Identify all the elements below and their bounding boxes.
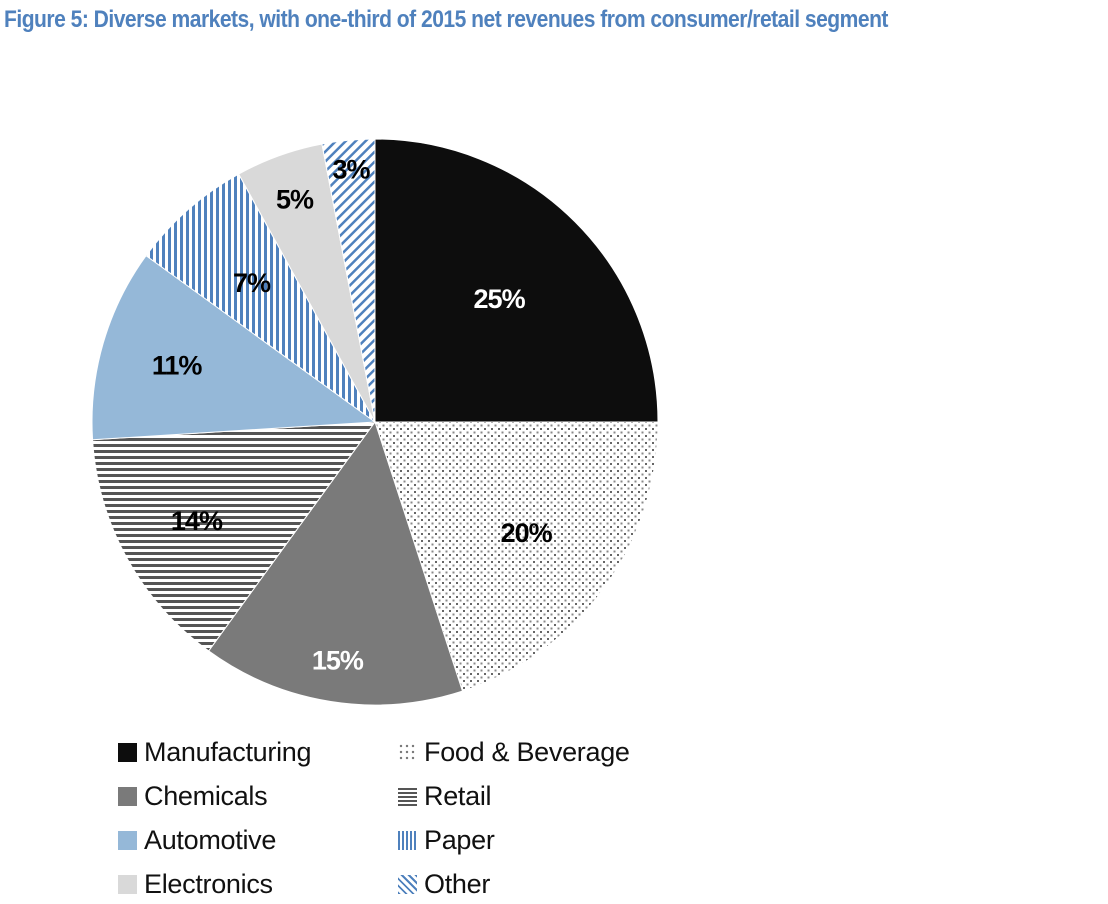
chart-title: Figure 5: Diverse markets, with one-thir… — [4, 6, 888, 33]
legend-item-automotive: Automotive — [118, 820, 276, 860]
legend-label: Electronics — [144, 868, 273, 899]
pie-slice-paper — [145, 173, 376, 423]
legend-label: Retail — [424, 780, 492, 811]
legend-item-food-and-beverage: Food & Beverage — [398, 732, 630, 772]
legend-label: Automotive — [144, 824, 277, 855]
pie-slice-manufacturing — [374, 138, 659, 423]
data-label-other: 3% — [333, 154, 371, 184]
legend-label: Chemicals — [144, 780, 268, 811]
legend-label: Other — [424, 868, 491, 899]
data-label-food-and-beverage: 20% — [501, 518, 553, 548]
legend-swatch-automotive — [118, 830, 137, 850]
data-label-automotive: 11% — [152, 350, 203, 380]
legend-item-retail: Retail — [398, 776, 492, 816]
legend-item-chemicals: Chemicals — [118, 776, 268, 816]
legend-item-manufacturing: Manufacturing — [118, 732, 312, 772]
data-label-retail: 14% — [171, 506, 223, 536]
data-label-manufacturing: 25% — [474, 284, 526, 314]
pie-slice-food-and-beverage — [374, 421, 659, 692]
pie-slice-other — [321, 138, 376, 423]
legend-label: Food & Beverage — [424, 736, 630, 767]
legend-swatch-paper — [398, 830, 417, 850]
data-label-paper: 7% — [233, 268, 271, 298]
pie-chart: 25% 20% 15% 14% 11% 7% 5% 3% — [91, 138, 659, 706]
legend-swatch-chemicals — [118, 786, 137, 806]
legend-item-paper: Paper — [398, 820, 495, 860]
legend-swatch-manufacturing — [118, 742, 137, 762]
legend-swatch-retail — [398, 786, 417, 806]
legend-item-other: Other — [398, 864, 490, 904]
legend-item-electronics: Electronics — [118, 864, 273, 904]
data-label-chemicals: 15% — [312, 646, 364, 676]
pie-slice-automotive — [91, 254, 377, 441]
pie-slice-chemicals — [207, 420, 464, 706]
legend-label: Manufacturing — [144, 736, 312, 767]
legend-swatch-electronics — [118, 874, 137, 894]
pie-slice-retail — [92, 421, 377, 652]
legend-label: Paper — [424, 824, 495, 855]
legend-swatch-other — [398, 874, 417, 894]
legend-swatch-food-and-beverage — [398, 742, 417, 762]
data-label-electronics: 5% — [276, 184, 314, 214]
